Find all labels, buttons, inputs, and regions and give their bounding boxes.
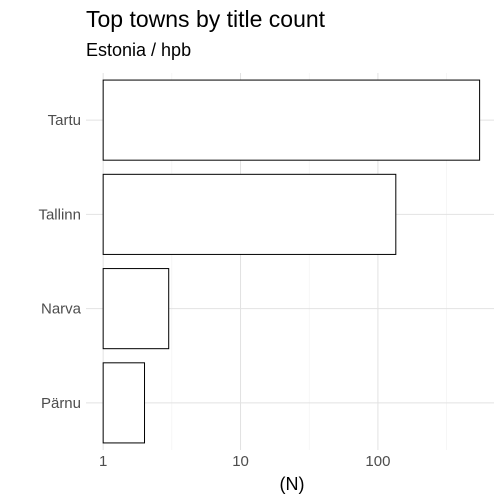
bar-tallinn <box>102 173 397 255</box>
x-tick-label: 1 <box>99 453 107 470</box>
x-tick-label: 10 <box>232 453 249 470</box>
x-tick-labels: 1 10 100 <box>99 453 390 470</box>
y-tick-label: Narva <box>41 301 82 318</box>
bar-pärnu <box>102 362 146 444</box>
bars <box>102 79 481 444</box>
bar-narva <box>102 268 170 350</box>
y-tick-label: Tartu <box>48 112 81 129</box>
x-tick-label: 100 <box>365 453 390 470</box>
y-tick-labels: Tartu Tallinn Narva Pärnu <box>38 112 81 412</box>
y-tick-label: Pärnu <box>41 395 81 412</box>
y-tick-label: Tallinn <box>38 206 81 223</box>
x-axis-title: (N) <box>280 474 305 494</box>
chart-title: Top towns by title count <box>86 6 326 32</box>
bar-tartu <box>102 79 481 161</box>
chart-subtitle: Estonia / hpb <box>86 40 192 60</box>
